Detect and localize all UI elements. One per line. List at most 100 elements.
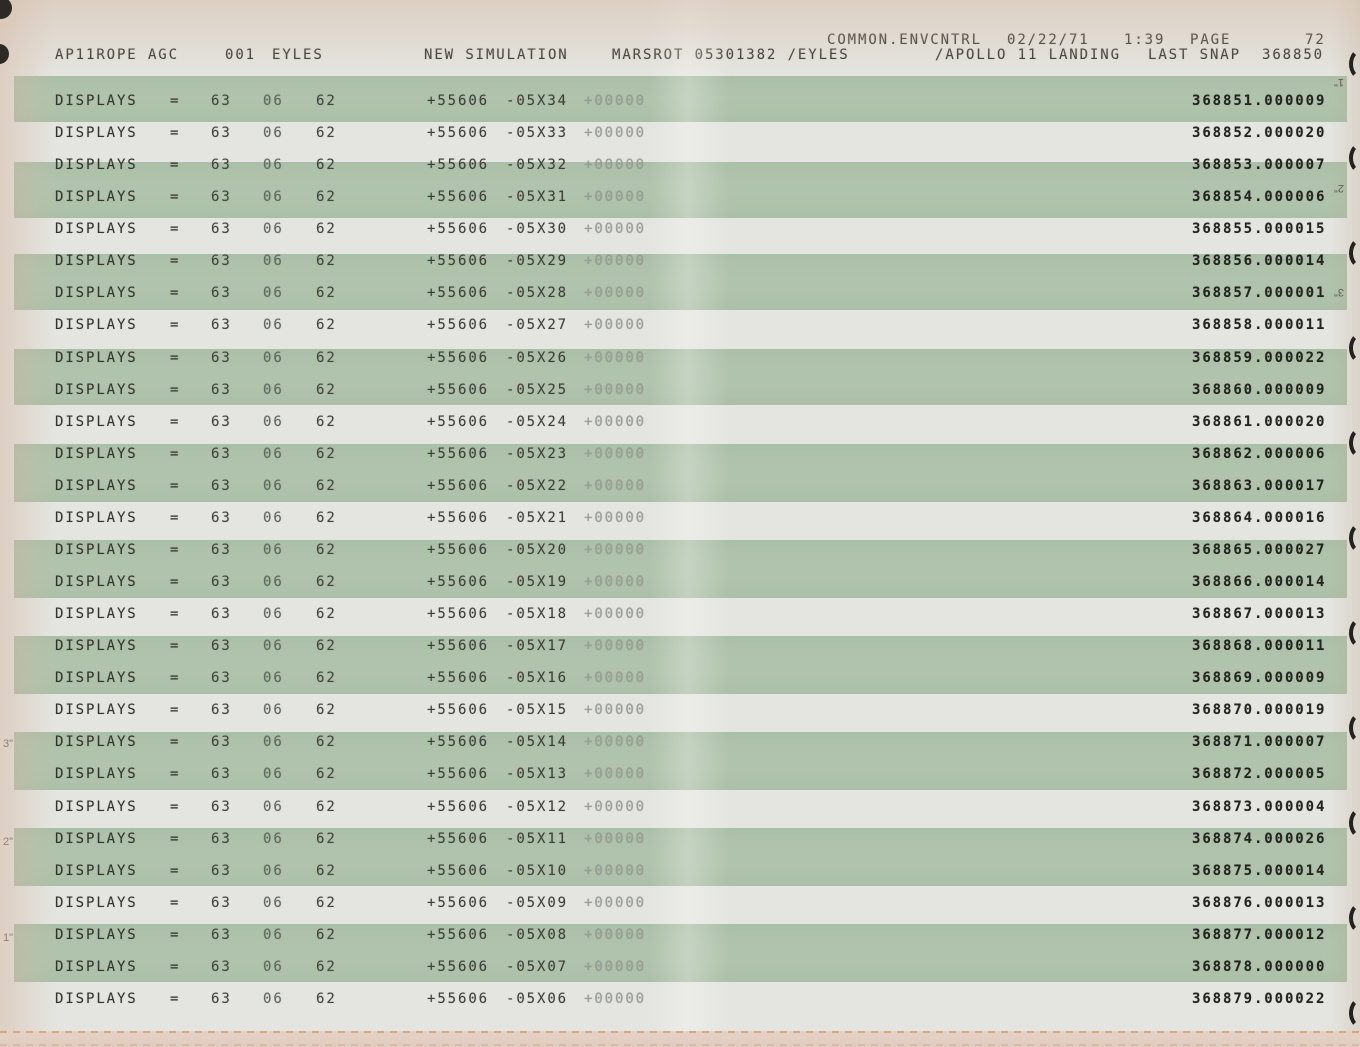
row-v4: +55606 <box>427 766 489 782</box>
row-eq: = <box>170 350 181 366</box>
row-v2: 06 <box>263 638 284 654</box>
printout-row: DISPLAYS = 63 06 62 +55606 -05X08 +00000 368877.… <box>0 927 1360 947</box>
row-v6: +00000 <box>584 959 646 975</box>
row-v4: +55606 <box>427 189 489 205</box>
row-v2: 06 <box>263 766 284 782</box>
row-v6: +00000 <box>584 446 646 462</box>
row-v4: +55606 <box>427 927 489 943</box>
row-v3: 62 <box>316 446 337 462</box>
row-eq: = <box>170 189 181 205</box>
row-label: DISPLAYS <box>55 317 138 333</box>
row-v2: 06 <box>263 285 284 301</box>
punch-hole-icon <box>0 44 9 64</box>
row-label: DISPLAYS <box>55 670 138 686</box>
binder-ring-mark <box>1349 522 1360 554</box>
row-v6: +00000 <box>584 702 646 718</box>
row-seq: 368859.000022 <box>1192 350 1327 366</box>
row-v6: +00000 <box>584 414 646 430</box>
perforation-line <box>0 1031 1360 1033</box>
page-fold-strip <box>0 1031 1360 1047</box>
row-seq: 368875.000014 <box>1192 863 1327 879</box>
row-label: DISPLAYS <box>55 959 138 975</box>
row-v1: 63 <box>211 414 232 430</box>
row-v5: -05X30 <box>506 221 568 237</box>
printout-row: DISPLAYS = 63 06 62 +55606 -05X32 +00000 368853.… <box>0 157 1360 177</box>
row-v3: 62 <box>316 285 337 301</box>
header-system-name: COMMON.ENVCNTRL <box>827 32 982 48</box>
row-label: DISPLAYS <box>55 606 138 622</box>
row-label: DISPLAYS <box>55 638 138 654</box>
row-eq: = <box>170 382 181 398</box>
row-v1: 63 <box>211 221 232 237</box>
row-v1: 63 <box>211 895 232 911</box>
row-v6: +00000 <box>584 350 646 366</box>
row-v2: 06 <box>263 799 284 815</box>
row-v2: 06 <box>263 221 284 237</box>
row-v5: -05X12 <box>506 799 568 815</box>
row-v4: +55606 <box>427 895 489 911</box>
row-seq: 368868.000011 <box>1192 638 1327 654</box>
row-v3: 62 <box>316 766 337 782</box>
row-v1: 63 <box>211 478 232 494</box>
row-seq: 368865.000027 <box>1192 542 1327 558</box>
row-v1: 63 <box>211 734 232 750</box>
row-v4: +55606 <box>427 446 489 462</box>
row-label: DISPLAYS <box>55 93 138 109</box>
row-seq: 368856.000014 <box>1192 253 1327 269</box>
row-seq: 368871.000007 <box>1192 734 1327 750</box>
row-seq: 368879.000022 <box>1192 991 1327 1007</box>
printout-row: DISPLAYS = 63 06 62 +55606 -05X07 +00000 368878.… <box>0 959 1360 979</box>
row-seq: 368873.000004 <box>1192 799 1327 815</box>
row-v2: 06 <box>263 991 284 1007</box>
row-v3: 62 <box>316 510 337 526</box>
printout-row: DISPLAYS = 63 06 62 +55606 -05X10 +00000 368875.… <box>0 863 1360 883</box>
row-v2: 06 <box>263 959 284 975</box>
header-run-id: MARSROT 05301382 /EYLES <box>612 47 850 63</box>
row-v3: 62 <box>316 702 337 718</box>
row-label: DISPLAYS <box>55 927 138 943</box>
inch-mark: 3" <box>1334 286 1345 298</box>
row-v5: -05X09 <box>506 895 568 911</box>
row-label: DISPLAYS <box>55 702 138 718</box>
row-v3: 62 <box>316 606 337 622</box>
row-label: DISPLAYS <box>55 285 138 301</box>
row-eq: = <box>170 606 181 622</box>
row-eq: = <box>170 317 181 333</box>
row-v4: +55606 <box>427 670 489 686</box>
row-v5: -05X10 <box>506 863 568 879</box>
row-v1: 63 <box>211 350 232 366</box>
printout-row: DISPLAYS = 63 06 62 +55606 -05X18 +00000 368867.… <box>0 606 1360 626</box>
row-v2: 06 <box>263 734 284 750</box>
printout-row: DISPLAYS = 63 06 62 +55606 -05X31 +00000 368854.… <box>0 189 1360 209</box>
inch-mark: 2" <box>1334 182 1345 194</box>
row-v4: +55606 <box>427 317 489 333</box>
printout-row: DISPLAYS = 63 06 62 +55606 -05X16 +00000 368869.… <box>0 670 1360 690</box>
row-seq: 368872.000005 <box>1192 766 1327 782</box>
row-v6: +00000 <box>584 317 646 333</box>
row-v5: -05X24 <box>506 414 568 430</box>
row-label: DISPLAYS <box>55 478 138 494</box>
row-seq: 368877.000012 <box>1192 927 1327 943</box>
row-v2: 06 <box>263 863 284 879</box>
row-v3: 62 <box>316 478 337 494</box>
row-v3: 62 <box>316 93 337 109</box>
row-label: DISPLAYS <box>55 189 138 205</box>
row-v3: 62 <box>316 863 337 879</box>
printout-row: DISPLAYS = 63 06 62 +55606 -05X11 +00000 368874.… <box>0 831 1360 851</box>
row-v5: -05X26 <box>506 350 568 366</box>
row-v4: +55606 <box>427 350 489 366</box>
header-user: EYLES <box>272 47 324 63</box>
row-v2: 06 <box>263 350 284 366</box>
row-label: DISPLAYS <box>55 382 138 398</box>
header-mission: /APOLLO 11 LANDING <box>935 47 1121 63</box>
row-label: DISPLAYS <box>55 125 138 141</box>
row-v4: +55606 <box>427 221 489 237</box>
row-v2: 06 <box>263 93 284 109</box>
row-v4: +55606 <box>427 574 489 590</box>
row-v6: +00000 <box>584 478 646 494</box>
row-v6: +00000 <box>584 574 646 590</box>
printout-row: DISPLAYS = 63 06 62 +55606 -05X28 +00000 368857.… <box>0 285 1360 305</box>
row-eq: = <box>170 959 181 975</box>
row-v6: +00000 <box>584 638 646 654</box>
